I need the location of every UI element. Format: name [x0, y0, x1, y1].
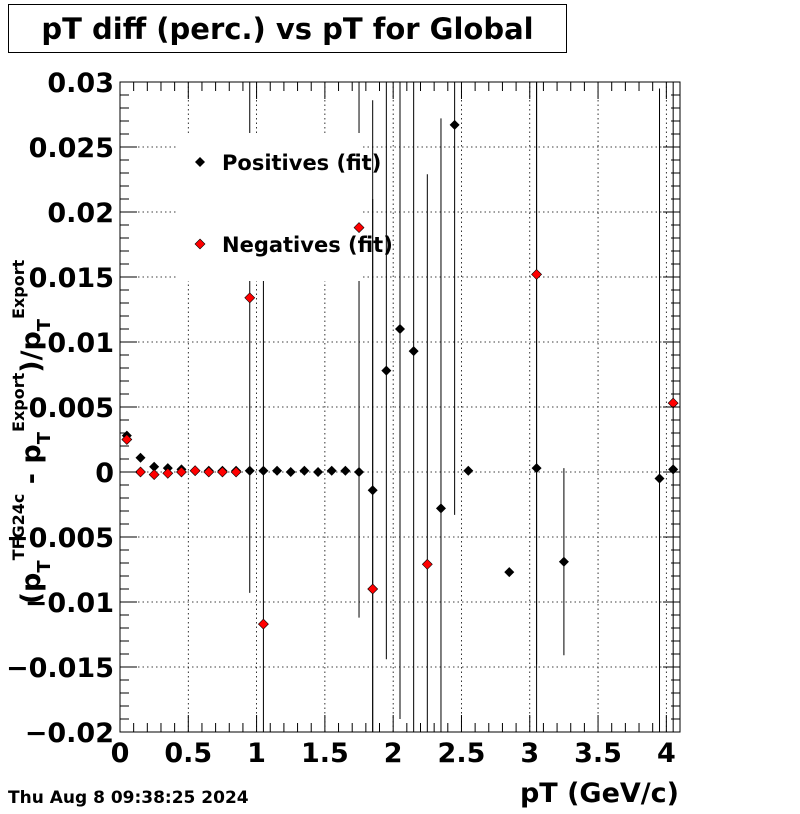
positive-point	[135, 452, 146, 463]
negative-point	[257, 618, 269, 630]
x-tick-label: 3	[520, 738, 539, 769]
positive-point	[654, 473, 665, 484]
positive-point	[258, 465, 269, 476]
negative-point	[421, 558, 433, 570]
negative-point	[176, 466, 187, 478]
negative-point	[148, 469, 160, 481]
legend-box	[177, 133, 362, 281]
negative-point	[189, 465, 201, 477]
legend-marker-negatives	[194, 238, 206, 250]
x-axis-label: pT (GeV/c)	[519, 778, 679, 809]
chart-title: pT diff (perc.) vs pT for Global	[8, 4, 567, 53]
x-tick-label: 2.5	[438, 738, 486, 769]
negative-point	[230, 466, 242, 478]
ticks	[119, 81, 681, 733]
ylabel-part: Export	[9, 372, 28, 432]
ylabel-part: )/p	[16, 331, 47, 373]
timestamp: Thu Aug 8 09:38:25 2024	[8, 788, 249, 808]
x-tick-label: 3.5	[574, 738, 622, 769]
ylabel-part: (p	[16, 573, 47, 605]
ylabel-part: T	[34, 318, 55, 331]
y-tick-label: 0.025	[29, 133, 114, 164]
x-tick-label: 1.5	[301, 738, 349, 769]
positive-point	[326, 465, 337, 476]
negative-point	[367, 583, 379, 595]
svg-text:(pTTFG24c - pTExport)/pTExport: (pTTFG24c - pTExport)/pTExport	[9, 259, 55, 604]
y-tick-label: 0.03	[47, 68, 114, 99]
legend-marker-positives	[195, 157, 205, 167]
y-tick-label: −0.005	[6, 523, 114, 554]
x-tick-label: 4	[657, 738, 676, 769]
ylabel-part: T	[34, 431, 55, 444]
positive-point	[272, 465, 283, 476]
legend-label-positives: Positives (fit)	[222, 151, 381, 175]
markers	[121, 119, 679, 630]
positive-point	[149, 461, 160, 472]
y-tick-label: −0.02	[25, 718, 114, 749]
x-tick-label: 1	[247, 738, 266, 769]
positive-point	[285, 467, 296, 477]
negative-point	[667, 397, 679, 409]
x-tick-label: 0.5	[164, 738, 212, 769]
negative-point	[121, 434, 133, 445]
negative-point	[353, 222, 365, 234]
y-tick-label: 0	[95, 458, 114, 489]
negative-point	[531, 268, 543, 280]
x-tick-labels: 0 0.5 1 1.5 2 2.5 3 3.5 4	[111, 738, 676, 769]
positive-point	[313, 467, 324, 477]
ylabel-part: T	[34, 560, 55, 573]
positive-point	[408, 346, 419, 357]
positive-point	[463, 465, 474, 476]
positive-point	[531, 463, 542, 474]
positive-point	[558, 556, 569, 567]
positive-point	[367, 485, 378, 496]
x-tick-label: 0	[111, 738, 130, 769]
positive-point	[668, 464, 679, 475]
positive-point	[354, 467, 365, 477]
positive-point	[504, 567, 515, 578]
negative-point	[203, 466, 215, 478]
ylabel-part: TFG24c	[9, 494, 28, 561]
y-tick-label: 0.01	[47, 328, 114, 359]
legend-label-negatives: Negatives (fit)	[222, 233, 393, 257]
y-tick-label: −0.015	[6, 653, 114, 684]
y-tick-label: −0.01	[25, 588, 114, 619]
positive-point	[449, 119, 460, 130]
positive-point	[395, 324, 405, 334]
negative-point	[135, 466, 146, 478]
legend: Positives (fit) Negatives (fit)	[177, 133, 393, 281]
x-tick-label: 2	[384, 738, 403, 769]
positive-point	[299, 465, 310, 476]
y-tick-labels: −0.02 −0.015 −0.01 −0.005 0 0.005 0.01 0.015 0.0…	[6, 68, 114, 749]
positive-point	[435, 503, 446, 514]
y-axis-label: (pTTFG24c - pTExport)/pTExport	[9, 259, 55, 604]
positive-point	[381, 365, 392, 376]
ylabel-part: - p	[16, 444, 47, 493]
negative-point	[162, 467, 174, 479]
y-tick-label: 0.015	[29, 263, 114, 294]
y-tick-label: 0.005	[29, 393, 114, 424]
positive-point	[340, 465, 351, 476]
y-tick-label: 0.02	[47, 198, 114, 229]
positive-point	[244, 465, 255, 476]
ylabel-part: Export	[9, 259, 28, 319]
negative-point	[244, 292, 256, 304]
negative-point	[217, 466, 228, 478]
